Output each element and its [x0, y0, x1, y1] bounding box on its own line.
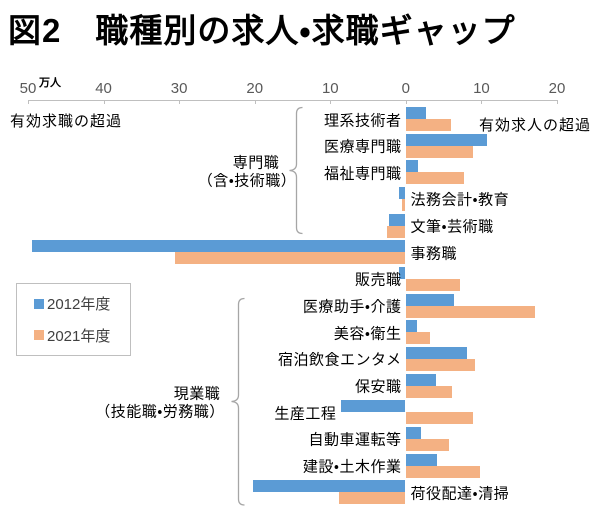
x-axis-tick — [481, 100, 483, 104]
legend-label-2012: 2012年度 — [47, 296, 111, 314]
category-label-理系技術者: 理系技術者 — [323, 112, 402, 129]
bar-2012年度-医療助手・介護 — [405, 293, 454, 306]
axis-unit-label: 万人 — [39, 77, 61, 89]
left-axis-annotation: 有効求職の超過 — [10, 113, 123, 130]
bar-2021年度-販売職 — [405, 278, 460, 291]
x-axis-tick — [179, 100, 181, 104]
bar-2021年度-自動車運転等 — [405, 438, 449, 451]
x-axis-tick-label: 0 — [401, 80, 411, 97]
x-axis-tick — [330, 100, 332, 104]
category-label-美容・衛生: 美容・衛生 — [333, 325, 402, 343]
bar-2021年度-事務職 — [175, 252, 406, 265]
category-label-文筆・芸術職: 文筆・芸術職 — [410, 218, 494, 236]
x-axis-tick — [103, 100, 105, 104]
category-label-建設・土木作業: 建設・土木作業 — [302, 458, 402, 476]
category-label-生産工程: 生産工程 — [274, 405, 337, 423]
category-label-医療助手・介護: 医療助手・介護 — [302, 298, 402, 316]
chart-title: 図2 職種別の求人・求職ギャップ — [8, 12, 516, 49]
bar-2021年度-荷役配達・清掃 — [339, 492, 406, 505]
legend-swatch-2021 — [34, 330, 44, 341]
x-axis-tick-label: 20 — [548, 80, 566, 97]
category-label-販売職: 販売職 — [354, 271, 402, 289]
group-label-gengyoshoku-line2: （技能職・労務職） — [95, 403, 225, 421]
bar-2021年度-宿泊飲食エンタメ — [405, 358, 475, 371]
x-axis-tick-label: 10 — [321, 80, 339, 97]
bar-2021年度-福祉専門職 — [405, 172, 464, 185]
bar-2021年度-生産工程 — [405, 412, 474, 425]
bar-2012年度-事務職 — [31, 240, 406, 253]
legend: 2012年度 2021年度 — [16, 283, 131, 356]
bar-2012年度-保安職 — [405, 373, 437, 386]
x-axis-tick-label: 50 — [19, 80, 37, 97]
x-axis-tick-label: 20 — [246, 80, 264, 97]
bar-2012年度-理系技術者 — [405, 107, 426, 119]
bar-2021年度-美容・衛生 — [405, 332, 431, 345]
bar-2012年度-販売職 — [398, 266, 406, 279]
category-label-福祉専門職: 福祉専門職 — [323, 165, 402, 183]
category-label-荷役配達・清掃: 荷役配達・清掃 — [410, 485, 510, 503]
category-label-医療専門職: 医療専門職 — [323, 138, 402, 156]
bar-2012年度-文筆・芸術職 — [388, 213, 406, 226]
x-axis-tick — [254, 100, 256, 104]
category-label-自動車運転等: 自動車運転等 — [308, 431, 402, 449]
group-label-senmonshoku-line2: （含・技術職） — [197, 172, 297, 190]
legend-label-2021: 2021年度 — [47, 327, 111, 345]
brace-gengyoshoku — [231, 297, 245, 506]
x-axis-tick-label: 40 — [95, 80, 112, 97]
bar-2021年度-医療助手・介護 — [405, 305, 535, 318]
bar-2012年度-美容・衛生 — [405, 320, 417, 333]
group-label-gengyoshoku-line1: 現業職 — [173, 385, 221, 403]
legend-item-2012: 2012年度 — [34, 293, 130, 314]
legend-item-2021: 2021年度 — [34, 325, 130, 346]
x-axis-tick — [405, 100, 407, 104]
bar-2021年度-理系技術者 — [405, 119, 451, 131]
bar-2012年度-生産工程 — [341, 400, 406, 413]
x-axis-tick-label: 10 — [473, 80, 490, 97]
bar-2012年度-自動車運転等 — [405, 426, 422, 439]
bar-2012年度-建設・土木作業 — [405, 453, 438, 466]
group-label-senmonshoku-line1: 専門職 — [232, 154, 280, 172]
x-axis-tick-label: 30 — [170, 80, 188, 97]
category-label-保安職: 保安職 — [354, 378, 402, 396]
bar-2012年度-福祉専門職 — [405, 160, 418, 173]
bar-2021年度-医療専門職 — [405, 145, 473, 158]
category-label-宿泊飲食エンタメ: 宿泊飲食エンタメ — [277, 351, 402, 369]
bar-2021年度-法務会計・教育 — [402, 198, 406, 211]
bar-2012年度-医療専門職 — [405, 133, 487, 146]
category-label-事務職: 事務職 — [410, 245, 458, 263]
x-axis-tick — [28, 100, 29, 104]
bar-2021年度-文筆・芸術職 — [387, 225, 406, 238]
x-axis-line — [28, 100, 557, 101]
x-axis-tick — [557, 100, 558, 104]
bar-2012年度-荷役配達・清掃 — [253, 480, 406, 493]
bar-2012年度-法務会計・教育 — [399, 186, 406, 199]
bar-2012年度-宿泊飲食エンタメ — [405, 346, 468, 359]
bar-2021年度-保安職 — [405, 385, 453, 398]
category-label-法務会計・教育: 法務会計・教育 — [410, 191, 510, 209]
bar-2021年度-建設・土木作業 — [405, 465, 481, 478]
right-axis-annotation: 有効求人の超過 — [479, 117, 592, 134]
legend-swatch-2012 — [34, 298, 44, 309]
